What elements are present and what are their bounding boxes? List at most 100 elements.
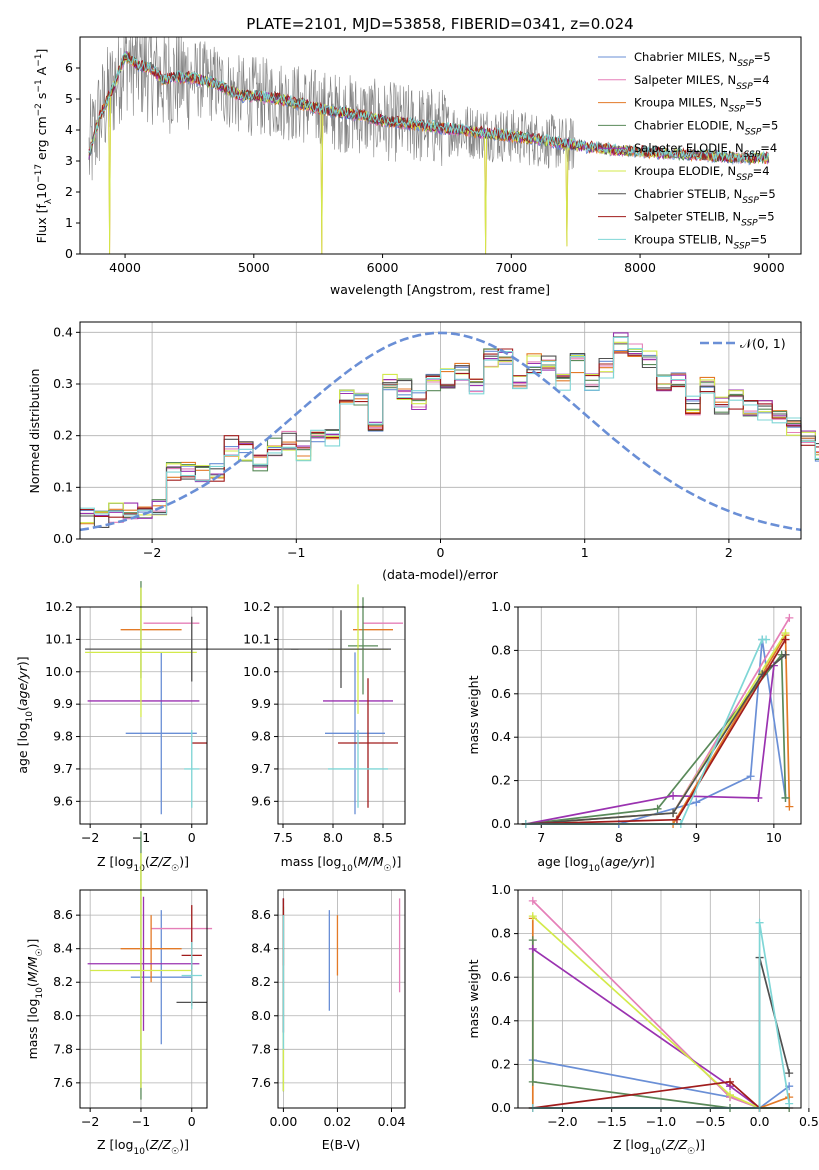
x-tick-label: 0 [437, 545, 445, 560]
y-tick-label: 8.0 [251, 1008, 271, 1023]
legend-label: Chabrier MILES, NSSP=5 [634, 50, 771, 69]
y-tick-label: 2 [65, 184, 73, 199]
weight-marker [785, 1099, 794, 1108]
y-tick-label: 0 [65, 246, 73, 261]
mass-vs-Z-panel: −2 −1 0 7.6 7.8 8.0 8.2 8.4 8.6 Z [log10(Z/Z☉)] ma… [25, 831, 213, 1157]
axes-frame [517, 889, 802, 1109]
weight-line [525, 632, 787, 825]
y-tick-label: 0.0 [53, 531, 73, 546]
y-tick-label: 10.2 [243, 599, 271, 614]
y-tick-label: 0.6 [491, 969, 511, 984]
y-tick-label: 0.3 [53, 376, 73, 391]
y-axis-label: Normed distribution [27, 369, 42, 494]
legend-label: Kroupa STELIB, NSSP=5 [634, 232, 767, 251]
x-tick-label: 5000 [238, 260, 270, 275]
normal-curve [79, 331, 802, 532]
x-axis-label: E(B-V) [322, 1137, 361, 1152]
histogram-series [80, 343, 819, 519]
weight-marker [746, 772, 755, 781]
histogram-series [80, 336, 819, 516]
x-tick-label: 9 [692, 830, 700, 845]
y-tick-label: 10.1 [45, 631, 73, 646]
axes-frame [79, 36, 802, 255]
y-tick-label: 8.2 [251, 974, 271, 989]
y-tick-label: 0.4 [491, 729, 511, 744]
weight-marker [528, 912, 537, 921]
x-tick-label: 0.00 [269, 1114, 297, 1129]
weight-line [532, 915, 760, 1109]
data-point [338, 678, 398, 808]
histogram-series [80, 336, 819, 528]
y-tick-label: 7.6 [251, 1075, 271, 1090]
axes-frame [277, 889, 406, 1109]
x-tick-label: −2 [143, 545, 161, 560]
x-tick-label: −2 [81, 830, 99, 845]
x-tick-label: 7 [537, 830, 545, 845]
y-tick-label: 0.0 [491, 816, 511, 831]
histogram-series [80, 348, 819, 518]
weight-marker [781, 793, 790, 802]
y-tick-label: 8.6 [251, 907, 271, 922]
x-tick-label: 7.5 [273, 830, 293, 845]
x-tick-label: 7000 [495, 260, 527, 275]
age-vs-Z-panel: −2 −1 09.69.79.89.910.010.110.2Z [log10(Z/… [15, 581, 299, 874]
weight-marker [672, 815, 681, 824]
y-tick-label: 7.8 [251, 1041, 271, 1056]
y-tick-label: 8.4 [251, 941, 271, 956]
y-axis-label: mass weight [466, 675, 481, 754]
x-axis-label: wavelength [Angstrom, rest frame] [330, 282, 550, 297]
weight-marker [785, 802, 794, 811]
x-axis-label: age [log10(age/yr)] [537, 854, 654, 874]
y-tick-label: 1 [65, 215, 73, 230]
legend-label: Salpeter ELODIE, NSSP=4 [634, 141, 777, 160]
hist-panel: −2 −1 0 1 2 0.0 0.1 0.2 0.3 0.4 𝒩(0, 1) (data-model… [27, 321, 819, 582]
data-point [85, 587, 197, 718]
y-tick-label: 9.8 [53, 729, 73, 744]
histogram-series [80, 348, 819, 520]
y-tick-label: 0.0 [491, 1100, 511, 1115]
weight-line [525, 665, 775, 825]
x-axis-label: mass [log10(M/M☉)] [281, 854, 402, 874]
legend-label: Salpeter MILES, NSSP=4 [634, 73, 770, 92]
y-axis-label: mass [log10(M/M☉)] [25, 939, 45, 1060]
weight-line [525, 652, 787, 825]
mass-vs-EBV-panel: 0.00 0.02 0.04 7.6 7.8 8.0 8.2 8.4 8.6 E(B-V) [251, 889, 406, 1152]
data-point [184, 730, 200, 808]
x-tick-label: −1.0 [646, 1114, 676, 1129]
y-tick-label: 9.7 [251, 761, 271, 776]
y-tick-label: 3 [65, 153, 73, 168]
y-tick-label: 0.2 [53, 428, 73, 443]
x-tick-label: 6000 [367, 260, 399, 275]
weight-line [525, 632, 791, 825]
data-point [328, 730, 388, 808]
y-tick-label: 9.6 [53, 793, 73, 808]
weight-marker [528, 1077, 537, 1086]
y-tick-label: 9.9 [53, 696, 73, 711]
x-tick-label: −1 [132, 1114, 150, 1129]
x-tick-label: −1.5 [596, 1114, 626, 1129]
x-tick-label: −1 [287, 545, 305, 560]
y-tick-label: 7.6 [53, 1075, 73, 1090]
x-tick-label: 2 [725, 545, 733, 560]
weight-line [525, 654, 787, 825]
weight-line [525, 617, 791, 825]
weight-marker [726, 1090, 735, 1099]
y-tick-label: 0.8 [491, 926, 511, 941]
x-axis-label: Z [log10(Z/Z☉)] [613, 1137, 705, 1157]
axes-frame [79, 889, 208, 1109]
y-axis-label: Flux [fλ10−17 erg cm−2 s−1 A−1] [34, 49, 54, 244]
data-point [125, 652, 197, 815]
x-tick-label: 0.5 [799, 1114, 819, 1129]
y-tick-label: 9.9 [251, 696, 271, 711]
y-tick-label: 9.6 [251, 793, 271, 808]
data-point [325, 652, 385, 815]
weight-marker [785, 613, 794, 622]
weight-marker [762, 635, 771, 644]
axes-frame [79, 606, 208, 825]
x-tick-label: 10 [766, 830, 782, 845]
legend-label: Chabrier ELODIE, NSSP=5 [634, 118, 778, 137]
x-tick-label: 0.0 [750, 1114, 770, 1129]
x-axis-label: (data-model)/error [382, 567, 499, 582]
legend-label: 𝒩(0, 1) [740, 336, 786, 351]
weight-line [532, 948, 761, 1109]
